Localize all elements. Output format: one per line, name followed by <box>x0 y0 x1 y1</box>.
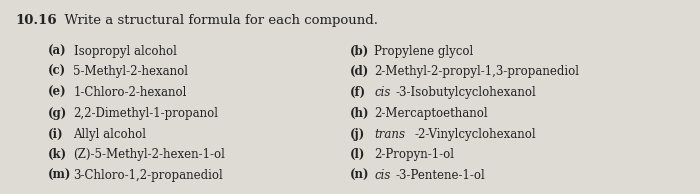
Text: (a): (a) <box>48 45 66 58</box>
Text: 2,2-Dimethyl-1-propanol: 2,2-Dimethyl-1-propanol <box>74 107 218 120</box>
Text: -3-Pentene-1-ol: -3-Pentene-1-ol <box>395 169 485 182</box>
Text: 10.16: 10.16 <box>15 14 57 27</box>
Text: (d): (d) <box>350 65 370 78</box>
Text: (j): (j) <box>350 128 365 141</box>
Text: (e): (e) <box>48 86 66 99</box>
Text: (n): (n) <box>350 169 370 182</box>
Text: (g): (g) <box>48 107 66 120</box>
Text: (l): (l) <box>350 148 365 161</box>
Text: -2-Vinylcyclohexanol: -2-Vinylcyclohexanol <box>414 128 536 141</box>
Text: cis: cis <box>374 86 391 99</box>
Text: 1-Chloro-2-hexanol: 1-Chloro-2-hexanol <box>74 86 187 99</box>
Text: (k): (k) <box>48 148 66 161</box>
Text: (i): (i) <box>48 128 63 141</box>
Text: (Z)-5-Methyl-2-hexen-1-ol: (Z)-5-Methyl-2-hexen-1-ol <box>74 148 225 161</box>
Text: 2-Mercaptoethanol: 2-Mercaptoethanol <box>374 107 488 120</box>
Text: (h): (h) <box>350 107 370 120</box>
Text: (f): (f) <box>350 86 366 99</box>
Text: (m): (m) <box>48 169 71 182</box>
Text: 2-Propyn-1-ol: 2-Propyn-1-ol <box>374 148 454 161</box>
Text: -3-Isobutylcyclohexanol: -3-Isobutylcyclohexanol <box>395 86 536 99</box>
Text: (c): (c) <box>48 65 66 78</box>
Text: 3-Chloro-1,2-propanediol: 3-Chloro-1,2-propanediol <box>74 169 223 182</box>
Text: Isopropyl alcohol: Isopropyl alcohol <box>74 45 176 58</box>
Text: (b): (b) <box>350 45 370 58</box>
Text: Write a structural formula for each compound.: Write a structural formula for each comp… <box>56 14 378 27</box>
Text: 2-Methyl-2-propyl-1,3-propanediol: 2-Methyl-2-propyl-1,3-propanediol <box>374 65 580 78</box>
Text: trans: trans <box>374 128 405 141</box>
Text: 5-Methyl-2-hexanol: 5-Methyl-2-hexanol <box>74 65 188 78</box>
Text: cis: cis <box>374 169 391 182</box>
Text: Allyl alcohol: Allyl alcohol <box>74 128 146 141</box>
Text: Propylene glycol: Propylene glycol <box>374 45 474 58</box>
